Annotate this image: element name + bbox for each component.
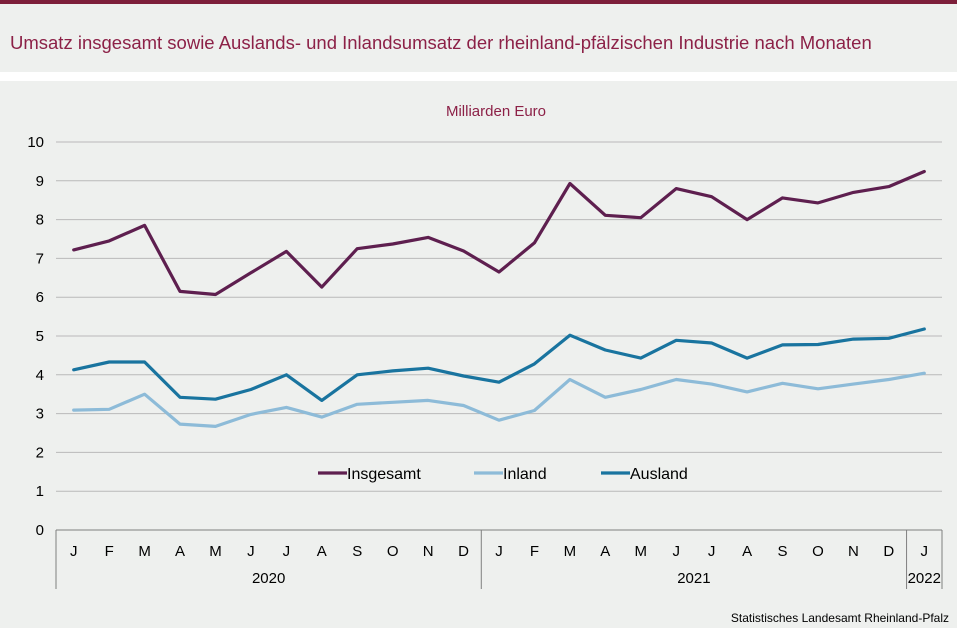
- y-tick-label: 0: [36, 522, 44, 539]
- y-tick-label: 6: [36, 289, 44, 306]
- y-tick-label: 2: [36, 444, 44, 461]
- top-accent-rule: [0, 0, 957, 4]
- x-tick-label: F: [530, 543, 539, 560]
- y-tick-label: 1: [36, 483, 44, 500]
- x-tick-label: J: [708, 543, 716, 560]
- x-tick-label: J: [672, 543, 680, 560]
- series-line-ausland: [72, 327, 926, 402]
- x-tick-label: N: [848, 543, 859, 560]
- x-tick-label: M: [564, 543, 577, 560]
- x-tick-label: A: [317, 543, 327, 560]
- y-tick-label: 8: [36, 212, 44, 229]
- x-tick-label: J: [247, 543, 255, 560]
- series-line-insgesamt: [72, 169, 926, 297]
- x-tick-label: O: [812, 543, 824, 560]
- x-tick-label: M: [209, 543, 222, 560]
- x-tick-label: A: [175, 543, 185, 560]
- year-label: 2021: [677, 570, 710, 587]
- x-tick-label: M: [138, 543, 151, 560]
- page-title: Umsatz insgesamt sowie Auslands- und Inl…: [10, 32, 872, 53]
- year-label: 2020: [252, 570, 285, 587]
- x-tick-label: J: [70, 543, 78, 560]
- legend-label: Inland: [503, 466, 547, 483]
- chart-panel: Milliarden Euro 0 1 2 3 4 5 6 7 8 9 10 J F M A M J J A S O N D…: [0, 81, 957, 628]
- x-tick-label: S: [352, 543, 362, 560]
- line-chart: Milliarden Euro 0 1 2 3 4 5 6 7 8 9 10 J F M A M J J A S O N D…: [27, 103, 943, 589]
- y-tick-label: 10: [27, 134, 44, 151]
- y-axis-unit-label: Milliarden Euro: [446, 103, 546, 120]
- title-band: Umsatz insgesamt sowie Auslands- und Inl…: [0, 4, 957, 72]
- x-tick-label: J: [283, 543, 291, 560]
- y-tick-label: 9: [36, 173, 44, 190]
- y-tick-label: 4: [36, 367, 44, 384]
- legend-label: Insgesamt: [347, 466, 421, 483]
- legend-label: Ausland: [630, 466, 688, 483]
- x-tick-label: D: [458, 543, 469, 560]
- x-tick-label: J: [495, 543, 503, 560]
- year-label: 2022: [908, 570, 941, 587]
- x-tick-label: F: [105, 543, 114, 560]
- x-tick-label: N: [423, 543, 434, 560]
- x-tick-label: A: [742, 543, 752, 560]
- x-tick-label: O: [387, 543, 399, 560]
- y-tick-label: 3: [36, 406, 44, 423]
- y-tick-label: 5: [36, 328, 44, 345]
- x-tick-label: S: [778, 543, 788, 560]
- x-tick-label: J: [921, 543, 929, 560]
- x-tick-label: A: [600, 543, 610, 560]
- series-line-inland: [72, 371, 926, 428]
- x-tick-label: M: [635, 543, 648, 560]
- x-tick-label: D: [883, 543, 894, 560]
- y-tick-label: 7: [36, 250, 44, 267]
- source-credit: Statistisches Landesamt Rheinland-Pfalz: [730, 611, 949, 625]
